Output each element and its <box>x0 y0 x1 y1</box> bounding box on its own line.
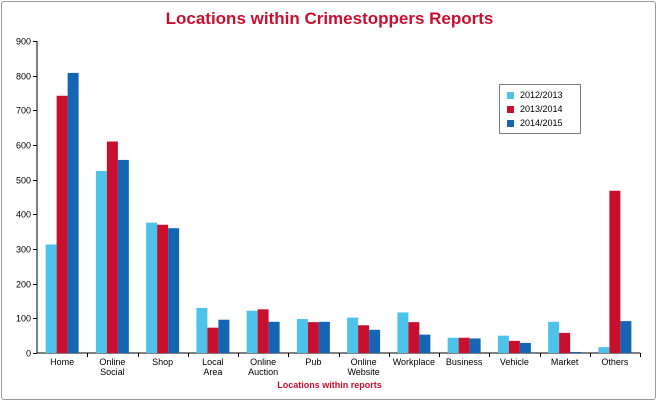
x-tick-label: Home <box>50 357 74 367</box>
y-tick-label: 500 <box>16 176 31 186</box>
bar <box>246 310 258 353</box>
x-tick-label: Shop <box>152 357 173 367</box>
legend-item: 2014/2015 <box>507 116 580 130</box>
y-tick-label: 600 <box>16 141 31 151</box>
bar <box>168 228 180 353</box>
bar <box>548 321 560 353</box>
legend-label: 2013/2014 <box>520 104 563 114</box>
bar <box>257 309 269 353</box>
y-tick-label: 200 <box>16 280 31 290</box>
bar <box>397 312 409 353</box>
bar <box>609 190 621 353</box>
x-tick-label: Online Social <box>99 357 125 377</box>
y-tick-label: 700 <box>16 106 31 116</box>
bar <box>358 325 370 353</box>
bar <box>207 327 219 353</box>
x-tick-label: Business <box>446 357 483 367</box>
bar <box>218 319 230 353</box>
bar <box>620 321 632 353</box>
bar <box>157 224 169 353</box>
y-tick-label: 100 <box>16 314 31 324</box>
x-axis-title: Locations within reports <box>277 380 382 390</box>
bar <box>268 321 280 353</box>
bar <box>347 317 359 353</box>
bar <box>570 351 582 353</box>
legend: 2012/2013 2013/2014 2014/2015 <box>499 84 581 134</box>
legend-swatch <box>507 105 514 113</box>
bar <box>458 337 470 353</box>
x-tick-label: Vehicle <box>500 357 529 367</box>
y-tick-label: 800 <box>16 72 31 82</box>
bar <box>318 321 330 353</box>
legend-item: 2012/2013 <box>507 88 580 102</box>
bar <box>369 329 381 353</box>
x-tick-label: Pub <box>305 357 321 367</box>
x-tick-label: Online Website <box>347 357 379 377</box>
bar <box>419 334 431 353</box>
bar <box>508 340 520 353</box>
x-tick-label: Market <box>551 357 579 367</box>
bar <box>497 335 509 353</box>
chart-title: Locations within Crimestoppers Reports <box>165 9 494 28</box>
x-tick-label: Workplace <box>393 357 435 367</box>
bar <box>196 307 208 353</box>
legend-item: 2013/2014 <box>507 102 580 116</box>
bar <box>559 332 571 353</box>
bar <box>106 141 118 353</box>
y-tick-label: 400 <box>16 210 31 220</box>
y-tick-label: 0 <box>26 349 31 359</box>
bar <box>117 159 129 353</box>
x-tick-label: Local Area <box>202 357 224 377</box>
bar <box>67 72 79 353</box>
bar <box>56 95 68 354</box>
bar <box>469 338 481 353</box>
legend-label: 2012/2013 <box>520 90 563 100</box>
bar <box>447 337 459 353</box>
bar <box>146 222 158 353</box>
x-tick-label: Online Auction <box>248 357 278 377</box>
bar <box>519 342 531 353</box>
y-tick-label: 300 <box>16 245 31 255</box>
bar <box>598 347 610 353</box>
y-tick-label: 900 <box>16 37 31 47</box>
legend-swatch <box>507 91 514 99</box>
bar <box>307 322 319 353</box>
bar <box>296 319 308 353</box>
x-tick-label: Others <box>601 357 629 367</box>
bar <box>408 322 420 353</box>
bar <box>95 171 107 353</box>
legend-swatch <box>507 119 514 127</box>
legend-label: 2014/2015 <box>520 118 563 128</box>
bar <box>45 244 57 353</box>
